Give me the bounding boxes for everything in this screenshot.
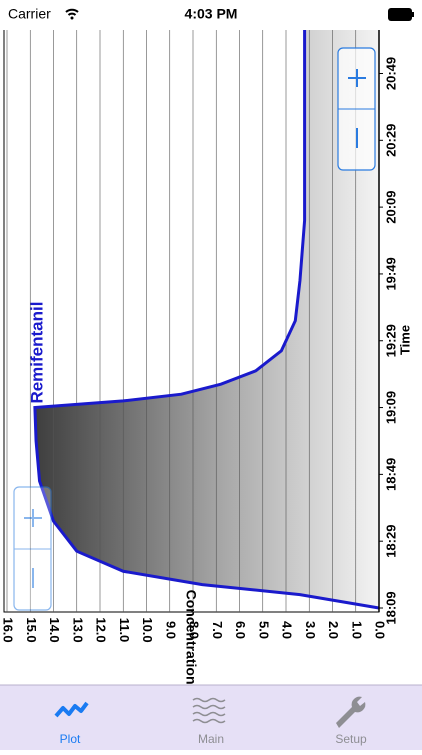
y-tick-label: 11.0	[117, 618, 132, 643]
x-tick-label: 20:09	[383, 190, 398, 223]
y-tick-label: 1.0	[349, 621, 364, 639]
area	[34, 0, 380, 608]
tab-label: Main	[198, 732, 224, 746]
y-tick-label: 3.0	[303, 621, 318, 639]
x-tick-label: 19:49	[383, 257, 398, 290]
tab-main[interactable]: Main	[192, 697, 226, 747]
tab-bar	[0, 685, 422, 750]
y-tick-label: 14.0	[47, 617, 62, 642]
x-tick-label: 18:49	[383, 458, 398, 491]
y-tick-label: 10.0	[140, 617, 155, 642]
y-tick-label: 16.0	[1, 617, 16, 642]
y-tick-label: 9.0	[163, 621, 178, 639]
y-tick-label: 8.0	[187, 621, 202, 639]
x-tick-label: 19:09	[383, 391, 398, 424]
line	[33, 0, 380, 610]
tab-label: Setup	[335, 732, 367, 746]
carrier: Carrier	[8, 6, 51, 22]
y-tick-label: 12.0	[94, 617, 109, 642]
y-tick-label: 4.0	[280, 621, 295, 639]
y-tick-label: 0.0	[373, 621, 388, 639]
x-tick-label: 19:29	[383, 324, 398, 357]
y-tick-label: 13.0	[70, 617, 85, 642]
x-tick-label: 18:29	[383, 525, 398, 558]
tab-setup[interactable]: Setup	[335, 696, 367, 747]
tab-label: Plot	[60, 732, 81, 746]
chart: 0.0 1.0 2.0 3.0 4.0 5.0 6.0 7.0 8.0 9.0 10.0 11.0 12…	[1, 0, 412, 730]
x-tick-label: 20:29	[383, 124, 398, 157]
y-tick-label: 15.0	[24, 617, 39, 642]
clock: 4:03 PM	[185, 6, 238, 22]
zoom-control-faded[interactable]	[13, 486, 52, 611]
y-tick-label: 6.0	[233, 621, 248, 639]
battery-tip	[412, 12, 414, 17]
series-label: Remifentanil	[27, 302, 46, 404]
y-tick-label: 7.0	[210, 621, 225, 639]
tab-plot[interactable]: Plot	[54, 701, 89, 746]
wifi-dot	[70, 16, 74, 20]
x-axis-label: Time	[397, 325, 412, 355]
x-tick-label: 20:49	[383, 57, 398, 90]
status-bar	[0, 0, 422, 30]
x-tick-label: 18:09	[383, 591, 398, 624]
battery	[388, 8, 412, 21]
y-tick-label: 2.0	[326, 621, 341, 639]
zoom-control[interactable]	[337, 47, 376, 171]
wifi-icon	[65, 8, 79, 16]
y-tick-label: 5.0	[256, 621, 271, 639]
